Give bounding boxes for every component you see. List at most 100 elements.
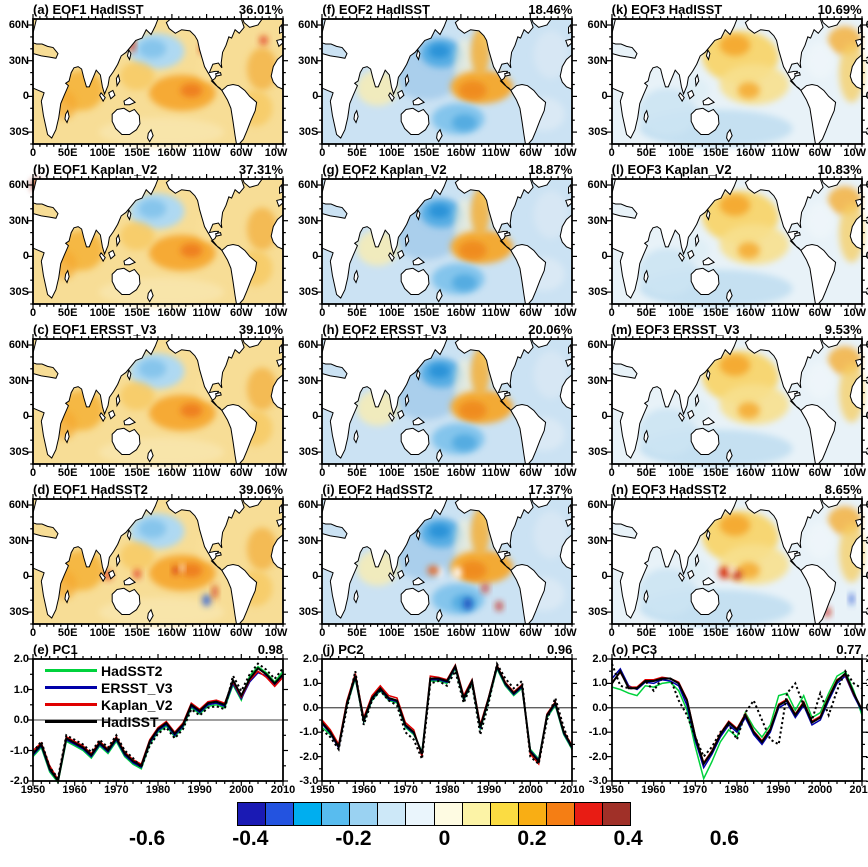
x-axis-label: 150E	[124, 467, 151, 479]
x-axis-label: 2000	[518, 784, 543, 796]
y-axis-label: 30S	[298, 606, 319, 619]
x-axis-label: 60W	[230, 147, 253, 159]
variance-label: 10.69%	[817, 2, 862, 17]
y-axis-label: 0.0	[13, 714, 29, 726]
y-axis-label: 30S	[9, 446, 29, 459]
y-axis-label: 30N	[8, 214, 29, 227]
colorbar-segment	[322, 803, 351, 825]
y-axis-label: 0	[312, 90, 319, 103]
y-axis-label: 0	[22, 410, 29, 423]
x-axis-label: 150E	[702, 147, 729, 159]
x-axis-label: 10W	[843, 307, 867, 319]
colorbar-segment	[378, 803, 407, 825]
map-panel: (f) EOF2 HadISST 18.46% 60N 30N 0 30S 0 50E 100E…	[289, 2, 578, 162]
x-axis-label: 0	[319, 627, 326, 639]
x-axis-label: 50E	[347, 147, 367, 159]
x-axis-label: 160W	[736, 627, 765, 639]
x-axis-label: 110W	[192, 307, 221, 319]
y-axis-label: 60N	[298, 498, 319, 511]
colorbar-labels: -0.6 -0.4 -0.2 0 0.2 0.4 0.6	[129, 827, 739, 851]
colorbar-label: -0.6	[129, 827, 166, 850]
x-axis-label: 160W	[736, 467, 765, 479]
x-axis-label: 160W	[157, 307, 187, 319]
y-axis-label: 60N	[8, 178, 29, 191]
pc-area	[317, 654, 578, 786]
y-axis-label: 60N	[298, 18, 319, 31]
y-axis-label: 30N	[587, 54, 608, 67]
x-axis-label: 100E	[668, 467, 694, 479]
y-axis-label: 0	[312, 250, 319, 263]
y-axis-label: 1.0	[592, 677, 608, 690]
y-axis-label-right: 0	[866, 570, 868, 582]
colorbar-label: -0.2	[335, 827, 372, 850]
map-area	[606, 14, 867, 149]
y-axis-label-right: 0	[866, 410, 868, 422]
x-axis-label: 100E	[378, 467, 405, 479]
y-axis-label-right: 60N	[866, 339, 868, 351]
x-axis-label: 2010	[849, 784, 868, 796]
map-area	[606, 174, 867, 309]
x-axis-label: 50E	[636, 307, 657, 319]
correlation-label: 0.96	[547, 642, 573, 657]
x-axis-label: 110W	[192, 627, 221, 639]
pc-plot	[317, 654, 578, 786]
x-axis-label: 160W	[446, 307, 476, 319]
x-axis-label: 160W	[446, 467, 476, 479]
y-axis-label: 30S	[9, 286, 29, 299]
map-area	[317, 174, 578, 309]
x-axis-label: 110W	[771, 627, 800, 639]
panel-title: (f) EOF2 HadISST	[322, 2, 430, 17]
x-axis-label: 10W	[554, 627, 577, 639]
x-axis-label: 10W	[554, 147, 577, 159]
x-axis-label: 60W	[519, 627, 542, 639]
colorbar-segment	[518, 803, 547, 825]
variance-label: 20.06%	[528, 322, 573, 337]
panel-title: (m) EOF3 ERSST_V3	[611, 322, 740, 337]
map-plot	[606, 174, 867, 309]
x-axis-label: 10W	[843, 627, 867, 639]
colorbar-segment	[434, 803, 463, 825]
x-axis-label: 100E	[378, 627, 405, 639]
y-axis-label: -2.0	[588, 750, 608, 763]
x-axis-label: 1950	[20, 784, 46, 796]
x-axis-label: 110W	[481, 307, 511, 319]
variance-label: 18.87%	[528, 162, 573, 177]
legend-item: HadISST	[45, 713, 173, 730]
panel-grid: (a) EOF1 HadISST 36.01% 60N 30N 0 30S 0 50E 100E…	[0, 2, 868, 796]
variance-label: 36.01%	[238, 2, 283, 17]
y-axis-label: 0	[22, 90, 29, 103]
pc-plot	[606, 654, 867, 786]
map-panel: (d) EOF1 HadSST2 39.06% 60N 30N 0 30S 0 50E 100E…	[0, 482, 289, 642]
colorbar-segment	[546, 803, 575, 825]
panel-title: (c) EOF1 ERSST_V3	[33, 322, 157, 337]
x-axis-label: 160W	[157, 147, 187, 159]
panel-title: (b) EOF1 Kaplan_V2	[33, 162, 158, 177]
x-axis-label: 50E	[636, 627, 657, 639]
x-axis-label: 10W	[554, 307, 577, 319]
map-panel: (i) EOF2 HadSST2 17.37% 60N 30N 0 30S 0 50E 100E…	[289, 482, 578, 642]
y-axis-label-right: 0	[866, 90, 868, 102]
x-axis-label: 1950	[599, 784, 624, 796]
x-axis-label: 110W	[771, 147, 800, 159]
x-axis-label: 0	[608, 467, 615, 479]
x-axis-label: 150E	[702, 307, 729, 319]
map-area	[317, 14, 578, 149]
map-plot	[317, 494, 578, 629]
x-axis-label: 60W	[519, 307, 542, 319]
x-axis-label: 100E	[89, 147, 116, 159]
x-axis-label: 1960	[641, 784, 666, 796]
map-panel: (c) EOF1 ERSST_V3 39.10% 60N 30N 0 30S 0 50E 100…	[0, 322, 289, 482]
x-axis-label: 50E	[636, 147, 657, 159]
x-axis-label: 10W	[264, 627, 288, 639]
map-panel: (l) EOF3 Kaplan_V210.83%60N60N30N30N0030…	[579, 162, 868, 322]
pc-legend: HadSST2 ERSST_V3 Kaplan_V2 HadISST	[45, 662, 173, 730]
y-axis-label: 0	[601, 410, 608, 423]
correlation-label: 0.77	[836, 642, 862, 657]
variance-label: 39.10%	[238, 322, 283, 337]
map-panel: (k) EOF3 HadISST10.69%60N60N30N30N0030S3…	[579, 2, 868, 162]
x-axis-label: 50E	[57, 467, 78, 479]
y-axis-label-right: 30N	[866, 215, 868, 227]
y-axis-label: 30S	[298, 446, 319, 459]
x-axis-label: 110W	[192, 467, 221, 479]
x-axis-label: 160W	[736, 147, 765, 159]
